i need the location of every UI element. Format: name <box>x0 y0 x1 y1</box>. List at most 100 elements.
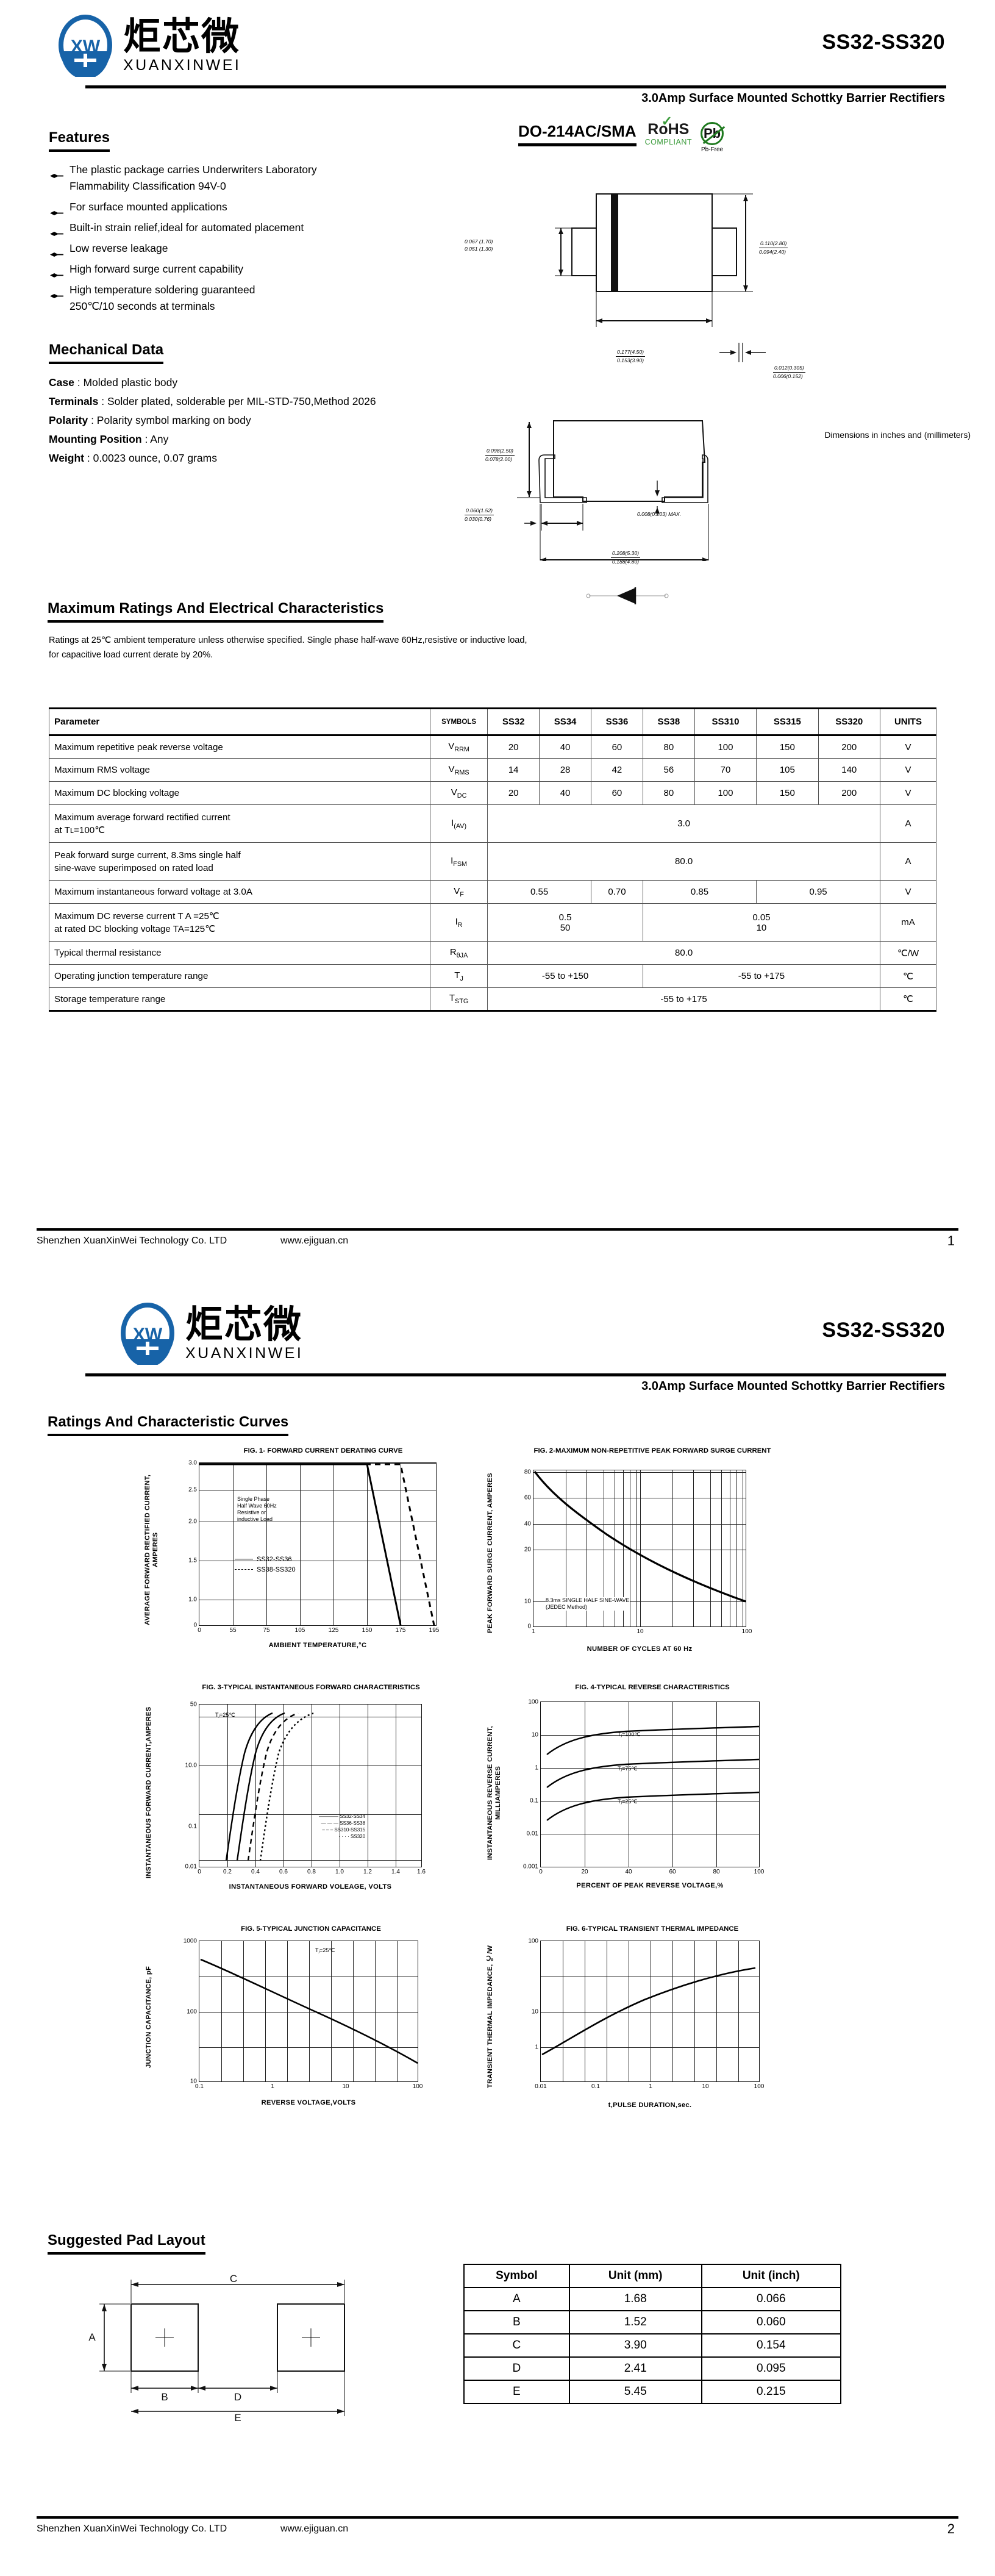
diamond-arrow-icon <box>50 167 63 178</box>
ir-25c: 0.05 <box>752 912 771 923</box>
param-symbol: RθJA <box>429 941 488 965</box>
param-symbol: VRRM <box>429 735 488 759</box>
fig1-ytick: 0 <box>193 1622 197 1629</box>
cell-value: -55 to +175 <box>642 964 880 988</box>
pad-layout-table: Symbol Unit (mm) Unit (inch) A 1.68 0.06… <box>463 2264 842 2404</box>
fig6-xtick: 1 <box>649 2083 652 2090</box>
diamond-arrow-icon <box>50 225 63 236</box>
fig3-xtick: 0.2 <box>223 1869 232 1875</box>
footer-website[interactable]: www.ejiguan.cn <box>280 1236 349 1246</box>
chart-fig6: FIG. 6-TYPICAL TRANSIENT THERMAL IMPEDAN… <box>482 1925 823 2144</box>
feature-text: The plastic package carries Underwriters… <box>70 163 317 176</box>
cell-symbol: E <box>463 2380 570 2404</box>
part-number-block: SS32-SS320 <box>822 30 945 54</box>
company-logo: XW 炬芯微 XUANXINWEI <box>54 13 241 79</box>
chart-fig1: FIG. 1- FORWARD CURRENT DERATING CURVE A… <box>140 1447 482 1673</box>
param-symbol: IFSM <box>429 842 488 881</box>
fig1-ytick: 2.5 <box>188 1486 197 1494</box>
svg-text:C: C <box>230 2273 237 2284</box>
cell-value: 100 <box>694 735 757 759</box>
fig4-xtick: 0 <box>539 1869 543 1875</box>
cell-unit: V <box>879 758 937 782</box>
brand-chinese: 炬芯微 <box>123 13 241 59</box>
param-symbol: TJ <box>429 964 488 988</box>
fig1-xtick: 175 <box>395 1627 406 1634</box>
chart-fig5: FIG. 5-TYPICAL JUNCTION CAPACITANCE JUNC… <box>140 1925 482 2144</box>
cell-value: 200 <box>818 781 880 805</box>
cell-value: 60 <box>591 735 643 759</box>
cell-value: 56 <box>642 758 695 782</box>
legend-label: SS32-SS34 <box>340 1814 366 1819</box>
curves-section-header: Ratings And Characteristic Curves <box>48 1414 289 1436</box>
param-line2: at rated DC blocking voltage TA=125℃ <box>54 923 216 934</box>
fig4-title: FIG. 4-TYPICAL REVERSE CHARACTERISTICS <box>575 1684 730 1691</box>
dim-total-height: 0.098(2.50) 0.078(2.00) <box>485 446 515 463</box>
fig1-ytick: 1.5 <box>188 1557 197 1564</box>
fig2-ytick: 20 <box>524 1546 531 1553</box>
fig5-xtick: 1 <box>271 2083 274 2090</box>
mechanical-heading: Mechanical Data <box>49 342 164 364</box>
col-ss320: SS320 <box>835 717 863 727</box>
fig1-ylabel: AVERAGE FORWARD RECTIFIED CURRENT, AMPER… <box>144 1474 159 1625</box>
cell-value: 0.55 <box>487 880 591 904</box>
dim-body-length: 0.177(4.50) 0.153(3.90) <box>616 348 645 364</box>
table-row: A 1.68 0.066 <box>463 2287 842 2311</box>
legend-label: SS32-SS36 <box>257 1556 292 1563</box>
cell-mm: 1.52 <box>568 2310 702 2334</box>
param-line1: Maximum DC reverse current T A =25℃ <box>54 911 219 921</box>
mech-value: : Polarity symbol marking on body <box>91 414 251 426</box>
fig1-series <box>199 1463 435 1626</box>
param-symbol: VDC <box>429 781 488 805</box>
param-name: Storage temperature range <box>49 987 430 1012</box>
fig1-ytick: 2.0 <box>188 1518 197 1525</box>
table-row: Maximum DC reverse current T A =25℃ at r… <box>49 903 937 942</box>
cell-value: 100 <box>694 781 757 805</box>
cell-inch: 0.060 <box>701 2310 842 2334</box>
ratings-heading: Maximum Ratings And Electrical Character… <box>48 600 384 623</box>
col-ss36: SS36 <box>605 717 629 727</box>
dim-standoff: 0.008(0.203) MAX. <box>637 511 681 517</box>
page-header: XW 炬芯微 XUANXINWEI SS32-SS320 3.0Amp Surf… <box>37 0 958 122</box>
footer-website[interactable]: www.ejiguan.cn <box>280 2524 349 2534</box>
legend-label: SS38-SS320 <box>257 1566 296 1573</box>
pad-layout-heading: Suggested Pad Layout <box>48 2232 205 2255</box>
pad-layout-figure: C A B D E <box>58 2269 448 2427</box>
col-ss310: SS310 <box>711 717 740 727</box>
feature-item: The plastic package carries Underwriters… <box>49 162 439 195</box>
fig5-series <box>200 1958 418 2064</box>
dim-value-min: 0.078(2.00) <box>485 456 512 462</box>
fig2-ytick: 40 <box>524 1520 531 1528</box>
fig1-xlabel: AMBIENT TEMPERATURE,°C <box>268 1642 367 1649</box>
col-unit-inch: Unit (inch) <box>701 2264 842 2288</box>
cell-symbol: D <box>463 2356 570 2381</box>
param-name: Maximum average forward rectified curren… <box>49 804 430 843</box>
header-divider <box>85 1373 946 1376</box>
cell-value: 200 <box>818 735 880 759</box>
cell-symbol: A <box>463 2287 570 2311</box>
fig3-xtick: 1.4 <box>391 1869 400 1875</box>
feature-item: Built-in strain relief,ideal for automat… <box>49 220 439 236</box>
param-symbol: I(AV) <box>429 804 488 843</box>
page-footer: Shenzhen XuanXinWei Technology Co. LTD w… <box>37 2516 958 2544</box>
dim-overall-length: 0.208(5.30) 0.188(4.80) <box>611 549 640 565</box>
diamond-arrow-icon <box>50 267 63 277</box>
fig6-ylabel: TRANSIENT THERMAL IMPEDANCE, ℃/W <box>487 1945 494 2089</box>
fig2-xtick: 100 <box>741 1628 752 1635</box>
part-number: SS32-SS320 <box>822 30 945 54</box>
dim-value-max: 0.098(2.50) <box>485 447 515 456</box>
fig4-curve-label: Tⱼ=75℃ <box>618 1766 638 1772</box>
col-ss315: SS315 <box>773 717 801 727</box>
dim-value-min: 0.030(0.76) <box>465 516 491 522</box>
product-subtitle: 3.0Amp Surface Mounted Schottky Barrier … <box>641 1379 945 1393</box>
param-name: Maximum DC blocking voltage <box>49 781 430 805</box>
fig1-xtick: 105 <box>294 1627 305 1634</box>
param-name: Maximum instantaneous forward voltage at… <box>49 880 430 904</box>
rohs-compliant-icon: RoHS ✓ COMPLIANT <box>645 115 692 146</box>
fig3-xtick: 0.6 <box>279 1869 288 1875</box>
pb-free-label: Pb-Free <box>701 146 724 153</box>
fig3-ytick: 10.0 <box>185 1762 197 1769</box>
fig3-xtick: 0.8 <box>307 1869 316 1875</box>
fig6-xtick: 0.1 <box>591 2083 600 2090</box>
cell-unit: ℃/W <box>879 941 937 965</box>
mech-label: Case <box>49 376 74 388</box>
